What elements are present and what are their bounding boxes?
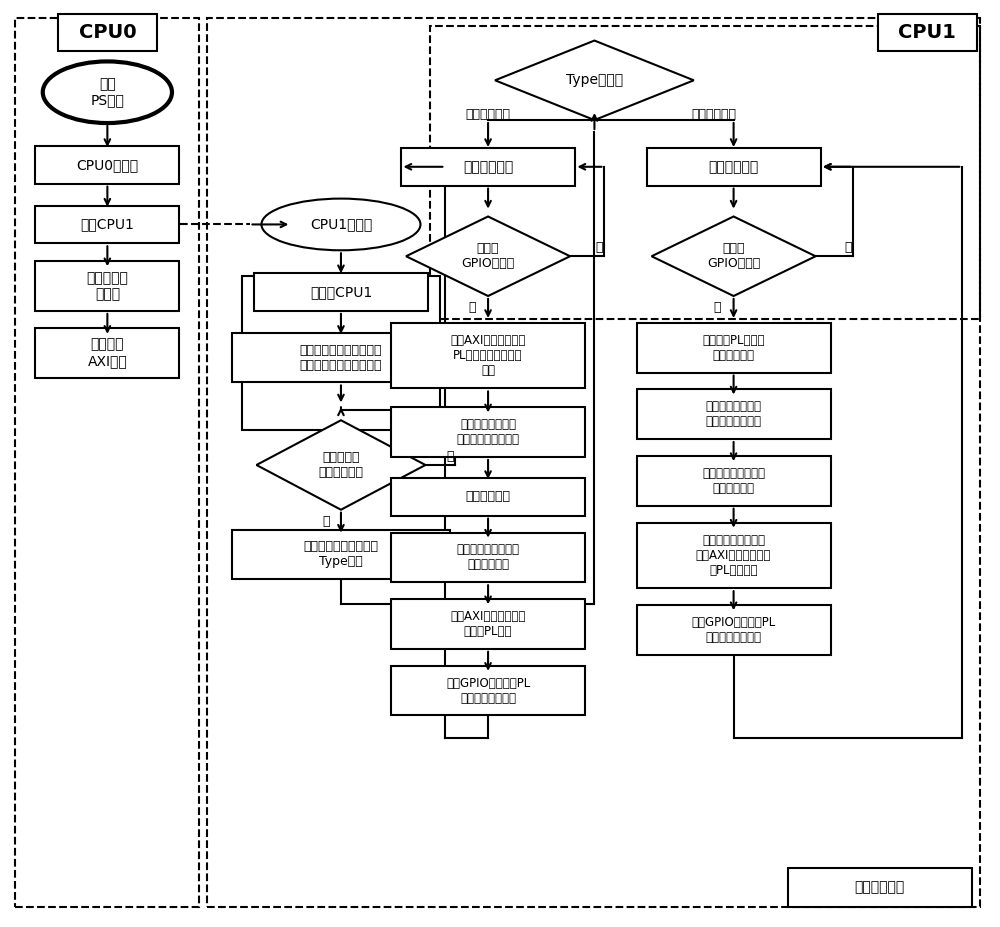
Text: 是否有
GPIO中断？: 是否有 GPIO中断？ [707, 242, 760, 271]
Bar [35, 146, 179, 184]
Text: CPU0初始化: CPU0初始化 [76, 158, 138, 171]
Text: 初始化CPU1: 初始化CPU1 [310, 285, 372, 299]
Text: 通过GPIO指令通知PL
单元进行数据接收: 通过GPIO指令通知PL 单元进行数据接收 [691, 616, 776, 644]
Text: 对接收数据重新排
列，还原数据维度: 对接收数据重新排 列，还原数据维度 [706, 400, 762, 428]
Text: 循环等待状态: 循环等待状态 [708, 159, 759, 173]
Text: 通过AXI接口回传权重
系数给PL单元: 通过AXI接口回传权重 系数给PL单元 [450, 610, 526, 638]
Text: 否: 否 [595, 241, 603, 254]
Bar [637, 605, 831, 654]
Text: CPU0: CPU0 [79, 23, 136, 42]
Text: CPU1: CPU1 [898, 23, 956, 42]
Text: 是: 是 [468, 301, 476, 314]
Text: 读取上位机指令，提取
Type类型: 读取上位机指令，提取 Type类型 [303, 540, 378, 568]
Text: 是: 是 [322, 515, 330, 528]
Text: 读取来自PL单元的
均衡计算数据: 读取来自PL单元的 均衡计算数据 [702, 334, 765, 362]
Bar [637, 456, 831, 506]
Polygon shape [406, 217, 570, 296]
Text: 查询是否有
上位机指令？: 查询是否有 上位机指令？ [318, 451, 363, 479]
Text: 软件编程配
置参数: 软件编程配 置参数 [86, 271, 128, 301]
Text: 对接收数据重新排
列，还原协方差矩阵: 对接收数据重新排 列，还原协方差矩阵 [457, 418, 520, 446]
Bar [637, 323, 831, 373]
Bar [391, 478, 585, 515]
Bar [232, 333, 450, 383]
Ellipse shape [261, 198, 420, 250]
Bar [58, 14, 157, 52]
Text: 是: 是 [713, 301, 720, 314]
Bar [35, 261, 179, 311]
Bar [788, 868, 972, 908]
Bar [391, 599, 585, 649]
Text: 通过GPIO指令通知PL
单元进行数据接收: 通过GPIO指令通知PL 单元进行数据接收 [446, 677, 530, 705]
Text: 添加约束向量: 添加约束向量 [466, 490, 511, 503]
Bar [232, 529, 450, 579]
Text: 中断服务函数: 中断服务函数 [855, 881, 905, 895]
Bar [35, 328, 179, 377]
Bar [391, 324, 585, 388]
Text: 根据改进的高斯消元
算法求解权重: 根据改进的高斯消元 算法求解权重 [457, 543, 520, 571]
Text: 初始化中断控制器及系统
中断、注册中断服务函数: 初始化中断控制器及系统 中断、注册中断服务函数 [300, 344, 382, 372]
Text: 将均衡权系数写入相
应的AXI接口地址，等
待PL单元接收: 将均衡权系数写入相 应的AXI接口地址，等 待PL单元接收 [696, 534, 771, 577]
Text: CPU1被唤醒: CPU1被唤醒 [310, 218, 372, 232]
Text: 通道均衡模式: 通道均衡模式 [691, 108, 736, 121]
Text: 启动CPU1: 启动CPU1 [80, 218, 134, 232]
Ellipse shape [43, 61, 172, 123]
Text: 通过AXI接口读取来自
PL单元的协方差矩阵
数据: 通过AXI接口读取来自 PL单元的协方差矩阵 数据 [450, 334, 526, 377]
Bar [15, 18, 199, 908]
Bar [637, 523, 831, 588]
Text: Type类型？: Type类型？ [566, 73, 623, 87]
Bar [401, 148, 575, 185]
Text: 否: 否 [844, 241, 851, 254]
Bar [254, 273, 428, 311]
Text: 根据时域均衡算法求
解均衡权系数: 根据时域均衡算法求 解均衡权系数 [702, 467, 765, 495]
Text: 是否有
GPIO中断？: 是否有 GPIO中断？ [461, 242, 515, 271]
Text: 循环等待状态: 循环等待状态 [463, 159, 513, 173]
Text: 正常工作模式: 正常工作模式 [466, 108, 511, 121]
Bar [391, 533, 585, 582]
Bar [430, 26, 980, 319]
Bar [637, 389, 831, 439]
Bar [391, 407, 585, 457]
Bar [207, 18, 980, 908]
Bar [391, 666, 585, 716]
Polygon shape [652, 217, 816, 296]
Text: 否: 否 [446, 450, 454, 463]
Bar [878, 14, 977, 52]
Polygon shape [495, 41, 694, 121]
Bar [242, 276, 440, 430]
Bar [35, 206, 179, 243]
Polygon shape [256, 420, 425, 510]
Text: 数据送至
AXI接口: 数据送至 AXI接口 [87, 337, 127, 368]
Bar [647, 148, 821, 185]
Text: 上电
PS复位: 上电 PS复位 [90, 77, 124, 108]
